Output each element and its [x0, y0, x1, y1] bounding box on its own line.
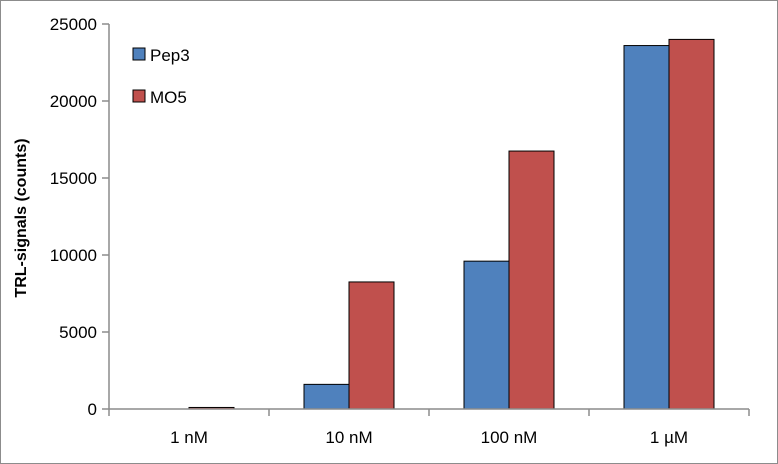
y-axis-label: TRL-signals (counts) — [13, 138, 30, 297]
x-tick-label: 1 µM — [650, 428, 688, 447]
y-tick-label: 0 — [88, 400, 97, 419]
y-tick-label: 15000 — [50, 169, 97, 188]
bar-mo5-2 — [348, 281, 395, 410]
bar-mo5-4 — [668, 38, 715, 410]
legend-swatch-mo5 — [132, 89, 146, 103]
plot-area: 0 5000 10000 15000 20000 25000 1 nM 10 nM 100 nM… — [50, 15, 750, 447]
legend-label-mo5: MO5 — [150, 88, 187, 107]
bar-mo5-3 — [508, 150, 555, 410]
x-tick-label: 100 nM — [481, 428, 538, 447]
legend-label-pep3: Pep3 — [150, 46, 190, 65]
y-tick-label: 20000 — [50, 92, 97, 111]
x-tick-label: 10 nM — [325, 428, 372, 447]
legend-swatch-pep3 — [132, 47, 146, 61]
bar-pep3-4 — [623, 45, 670, 410]
y-tick-label: 25000 — [50, 15, 97, 34]
y-tick-label: 5000 — [59, 323, 97, 342]
x-tick-label: 1 nM — [170, 428, 208, 447]
bar-pep3-3 — [463, 260, 510, 410]
y-tick-label: 10000 — [50, 246, 97, 265]
bar-pep3-2 — [303, 383, 350, 410]
